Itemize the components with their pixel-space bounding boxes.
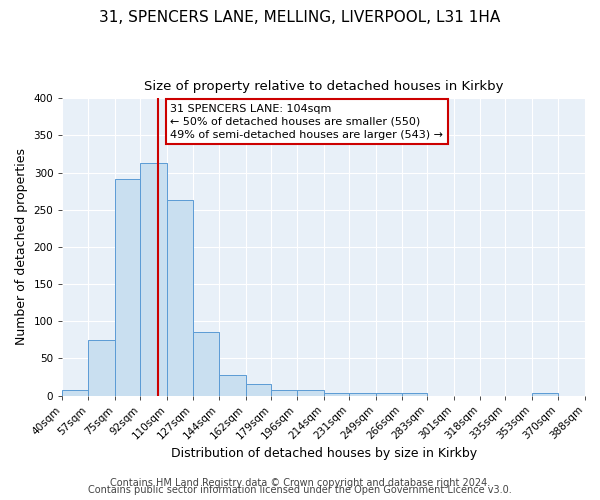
Bar: [271, 390, 296, 396]
Title: Size of property relative to detached houses in Kirkby: Size of property relative to detached ho…: [144, 80, 503, 93]
X-axis label: Distribution of detached houses by size in Kirkby: Distribution of detached houses by size …: [170, 447, 477, 460]
Bar: [532, 394, 558, 396]
Text: 31 SPENCERS LANE: 104sqm
← 50% of detached houses are smaller (550)
49% of semi-: 31 SPENCERS LANE: 104sqm ← 50% of detach…: [170, 104, 443, 140]
Bar: [167, 200, 193, 396]
Bar: [296, 390, 323, 396]
Y-axis label: Number of detached properties: Number of detached properties: [15, 148, 28, 346]
Bar: [88, 340, 115, 396]
Text: Contains public sector information licensed under the Open Government Licence v3: Contains public sector information licen…: [88, 485, 512, 495]
Bar: [62, 390, 88, 396]
Bar: [376, 392, 402, 396]
Bar: [140, 163, 167, 396]
Bar: [193, 332, 218, 396]
Bar: [402, 394, 427, 396]
Text: Contains HM Land Registry data © Crown copyright and database right 2024.: Contains HM Land Registry data © Crown c…: [110, 478, 490, 488]
Bar: [323, 392, 349, 396]
Bar: [218, 375, 245, 396]
Bar: [115, 178, 140, 396]
Bar: [245, 384, 271, 396]
Bar: [349, 392, 376, 396]
Text: 31, SPENCERS LANE, MELLING, LIVERPOOL, L31 1HA: 31, SPENCERS LANE, MELLING, LIVERPOOL, L…: [100, 10, 500, 25]
